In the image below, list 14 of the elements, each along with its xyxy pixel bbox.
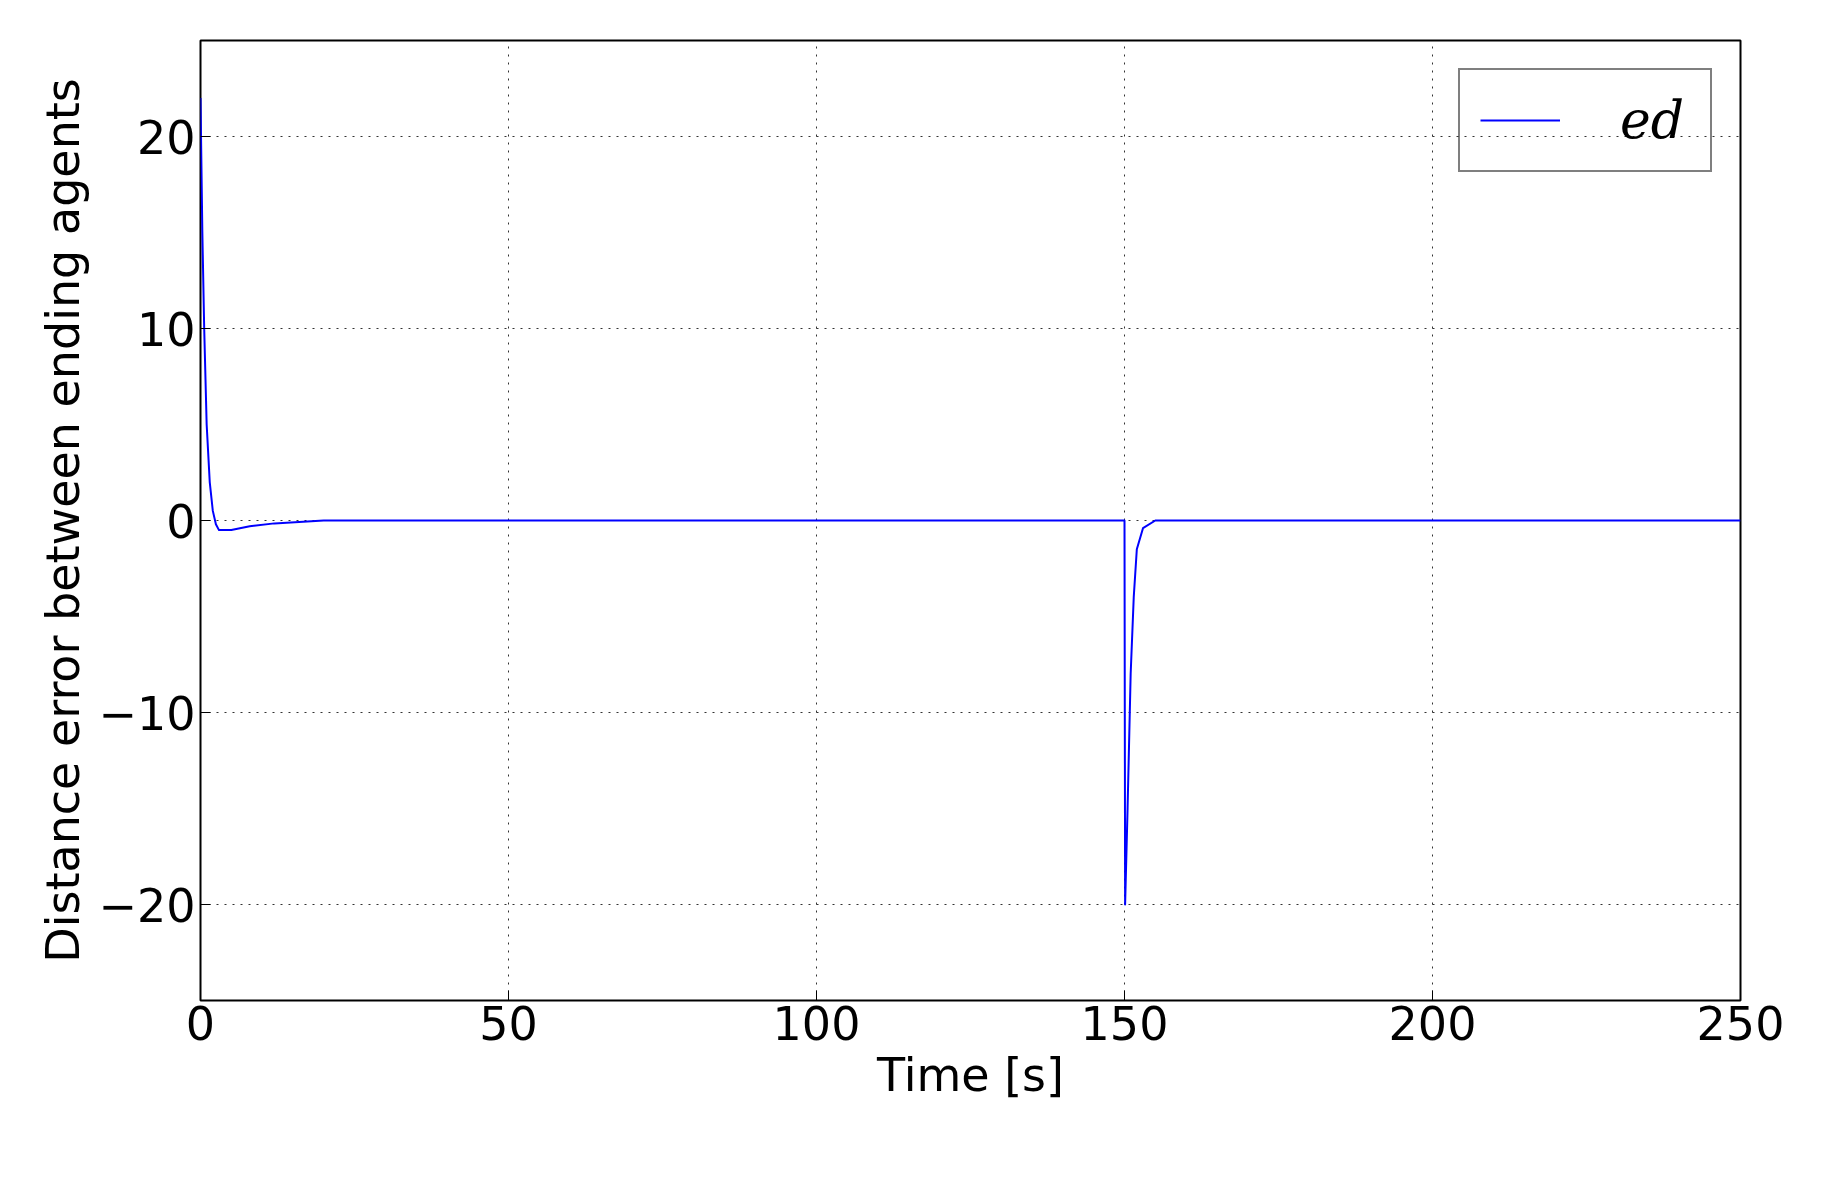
x-tick-label: 100 — [772, 996, 861, 1051]
y-tick-label: 0 — [166, 494, 196, 549]
legend-label: ed — [1620, 90, 1686, 150]
y-tick-label: 10 — [136, 302, 196, 357]
x-tick-label: 200 — [1388, 996, 1477, 1051]
y-tick-label: −10 — [98, 686, 196, 741]
y-tick-label: 20 — [136, 110, 196, 165]
y-axis-title: Distance error between ending agents — [36, 78, 91, 963]
x-tick-label: 150 — [1080, 996, 1169, 1051]
y-tick-label: −20 — [98, 878, 196, 933]
x-tick-label: 50 — [479, 996, 538, 1051]
x-axis-title: Time [s] — [875, 1047, 1065, 1102]
line-series — [200, 97, 1741, 906]
x-tick-label: 250 — [1696, 996, 1785, 1051]
